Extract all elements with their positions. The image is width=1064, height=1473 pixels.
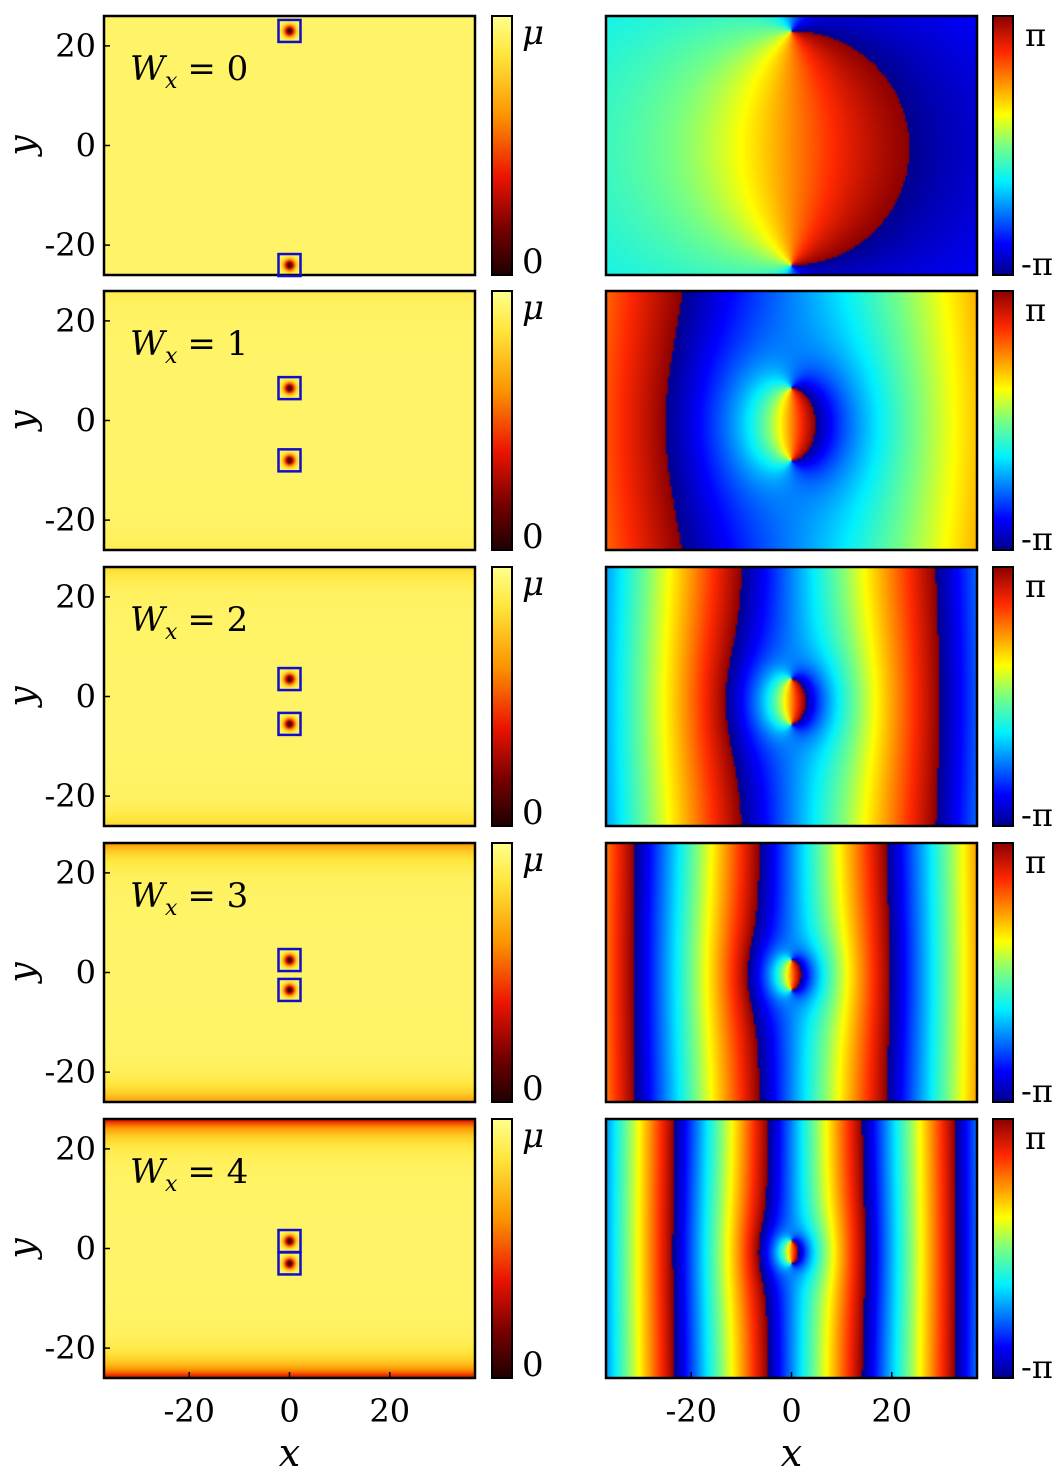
phase-panel-4 xyxy=(604,1117,979,1380)
density-heatmap xyxy=(104,1119,475,1378)
x-tick-label: 20 xyxy=(871,1392,912,1430)
colorbar-top-label: π xyxy=(1025,567,1046,605)
colorbar-top-label: π xyxy=(1025,16,1046,54)
panel-label: Wx = 3 xyxy=(130,876,248,921)
phase-frame xyxy=(604,565,979,828)
phase-panel-3 xyxy=(604,841,979,1104)
y-tick-label: 0 xyxy=(76,1230,96,1268)
phase-colorbar: π -π xyxy=(992,566,1053,834)
density-colorbar: μ0 xyxy=(491,564,544,833)
density-panel-3: Wx = 3 20 0 -20 y xyxy=(2,841,477,1104)
colorbar-top-label: π xyxy=(1025,1119,1046,1157)
colorbar-top-label: π xyxy=(1025,291,1046,329)
phase-frame xyxy=(604,289,979,552)
y-axis-label: y xyxy=(2,1238,43,1261)
x-tick-label: 0 xyxy=(781,1392,801,1430)
colorbar-top-label: μ xyxy=(522,564,544,604)
panel-label: Wx = 1 xyxy=(130,324,248,369)
phase-heatmap xyxy=(606,843,977,1102)
density-panel-2: Wx = 2 20 0 -20 y xyxy=(2,565,477,828)
y-axis-label: y xyxy=(2,962,43,985)
density-heatmap xyxy=(104,16,475,275)
density-heatmap xyxy=(104,291,475,550)
phase-heatmap xyxy=(606,567,977,826)
x-axis-label: x xyxy=(781,1431,802,1473)
panel-label: Wx = 0 xyxy=(130,49,248,94)
vortex-marker xyxy=(277,375,302,401)
y-axis-label: y xyxy=(2,135,43,158)
density-colorbar: μ0 xyxy=(491,13,544,282)
y-tick-label: 0 xyxy=(76,127,96,165)
x-tick-label: -20 xyxy=(163,1392,215,1430)
colorbar-top-label: π xyxy=(1025,843,1046,881)
x-tick-label: 0 xyxy=(279,1392,299,1430)
phase-heatmap xyxy=(606,1119,977,1378)
vortex-marker xyxy=(277,1251,302,1276)
colorbar-bottom-label: -π xyxy=(1021,1348,1053,1386)
phase-panel-2 xyxy=(604,565,979,828)
colorbar-bottom-label: 0 xyxy=(522,793,544,833)
phase-colorbar: π -π xyxy=(992,1118,1053,1386)
phase-heatmap xyxy=(606,291,977,550)
density-heatmap xyxy=(104,843,475,1102)
y-tick-label: -20 xyxy=(44,777,96,815)
y-tick-label: -20 xyxy=(44,226,96,264)
phase-colorbar: π -π xyxy=(992,15,1053,283)
colorbar-bottom-label: -π xyxy=(1021,1072,1053,1110)
vortex-marker xyxy=(277,977,302,1003)
y-tick-label: 20 xyxy=(55,1130,96,1168)
vortex-marker xyxy=(277,18,302,44)
vortex-marker xyxy=(277,448,302,473)
vortex-marker xyxy=(277,252,302,278)
colorbar-bottom-label: -π xyxy=(1021,796,1053,834)
colorbar-bottom-label: 0 xyxy=(522,1069,544,1109)
y-axis-label: y xyxy=(2,410,43,433)
vortex-marker xyxy=(277,711,302,737)
colorbar-bottom-label: 0 xyxy=(522,242,544,282)
x-tick-label: -20 xyxy=(665,1392,717,1430)
density-panel-4: Wx = 4 20 0 -20 y xyxy=(2,1117,477,1380)
colorbar-top-label: μ xyxy=(522,1116,544,1156)
density-panel-0: Wx = 0 20 0 -20 y xyxy=(2,14,477,278)
colorbar-bottom-label: -π xyxy=(1021,245,1053,283)
density-colorbar: μ0 xyxy=(491,288,544,557)
y-tick-label: -20 xyxy=(44,1329,96,1367)
y-tick-label: 20 xyxy=(55,854,96,892)
y-tick-label: 20 xyxy=(55,27,96,65)
phase-frame xyxy=(604,14,979,277)
y-tick-label: -20 xyxy=(44,501,96,539)
colorbar-bottom-label: 0 xyxy=(522,1345,544,1385)
density-colorbar: μ0 xyxy=(491,1116,544,1385)
phase-x-axis: -20 0 20 x xyxy=(665,1372,912,1473)
panel-label: Wx = 4 xyxy=(130,1152,248,1197)
y-tick-label: -20 xyxy=(44,1053,96,1091)
phase-colorbar: π -π xyxy=(992,290,1053,558)
y-tick-label: 20 xyxy=(55,302,96,340)
y-tick-label: 0 xyxy=(76,678,96,716)
phase-frame xyxy=(604,841,979,1104)
phase-panel-1 xyxy=(604,289,979,552)
density-heatmap xyxy=(104,567,475,826)
y-tick-label: 20 xyxy=(55,578,96,616)
colorbar-top-label: μ xyxy=(522,13,544,53)
y-axis-label: y xyxy=(2,686,43,709)
density-colorbar: μ0 xyxy=(491,840,544,1109)
density-panel-1: Wx = 1 20 0 -20 y xyxy=(2,289,477,552)
colorbar-top-label: μ xyxy=(522,288,544,328)
y-tick-label: 0 xyxy=(76,954,96,992)
panel-label: Wx = 2 xyxy=(130,600,248,645)
vortex-marker xyxy=(277,666,302,692)
phase-colorbar: π -π xyxy=(992,842,1053,1110)
colorbar-bottom-label: -π xyxy=(1021,520,1053,558)
x-axis-label: x xyxy=(279,1431,300,1473)
colorbar-top-label: μ xyxy=(522,840,544,880)
y-tick-label: 0 xyxy=(76,402,96,440)
phase-panel-0 xyxy=(604,14,979,277)
phase-heatmap xyxy=(606,16,977,275)
colorbar-bottom-label: 0 xyxy=(522,517,544,557)
density-x-axis: -20 0 20 x xyxy=(163,1372,410,1473)
x-tick-label: 20 xyxy=(369,1392,410,1430)
vortex-marker xyxy=(277,947,302,973)
